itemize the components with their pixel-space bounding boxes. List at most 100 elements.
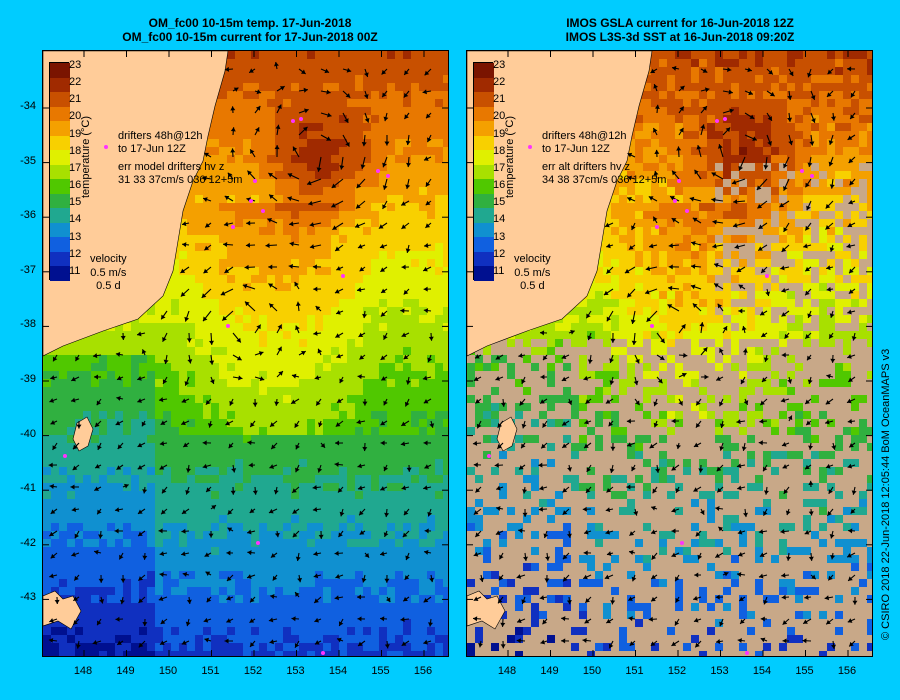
velocity-arrow-head bbox=[401, 264, 406, 270]
velocity-arrow-head bbox=[700, 124, 706, 129]
velocity-arrow-head bbox=[631, 225, 636, 231]
velocity-arrow-head bbox=[357, 616, 362, 622]
latitude-tick-label: -37 bbox=[20, 263, 36, 276]
velocity-arrow-head bbox=[424, 156, 429, 161]
velocity-arrow-head bbox=[587, 335, 593, 341]
velocity-arrow-head bbox=[316, 167, 322, 172]
velocity-arrow-head bbox=[94, 374, 99, 380]
velocity-arrow-head bbox=[760, 310, 765, 316]
velocity-arrow-head bbox=[277, 104, 282, 110]
velocity-arrow-head bbox=[805, 266, 810, 272]
velocity-arrow-head bbox=[429, 577, 435, 583]
velocity-arrow-head bbox=[500, 402, 506, 407]
velocity-arrow-head bbox=[331, 203, 336, 208]
velocity-arrow-head bbox=[586, 313, 591, 319]
velocity-arrow-head bbox=[851, 490, 857, 495]
velocity-arrow-head bbox=[359, 355, 365, 360]
velocity-arrow-head bbox=[609, 358, 614, 363]
longitude-tick-label: 148 bbox=[73, 665, 93, 677]
velocity-arrow-head bbox=[297, 577, 303, 583]
velocity-arrow-head bbox=[181, 509, 187, 514]
velocity-arrow-head bbox=[717, 144, 723, 149]
velocity-arrow-head bbox=[273, 62, 279, 67]
velocity-arrow-head bbox=[426, 113, 431, 119]
velocity-arrow-head bbox=[74, 533, 80, 539]
velocity-arrow-head bbox=[424, 243, 429, 248]
velocity-arrow-head bbox=[336, 266, 341, 271]
velocity-arrow-head bbox=[494, 462, 499, 468]
velocity-arrow-head bbox=[314, 640, 320, 645]
velocity-arrow-head bbox=[312, 264, 317, 270]
velocity-arrow-head bbox=[693, 595, 698, 601]
velocity-arrow-head bbox=[50, 553, 56, 559]
velocity-arrow-head bbox=[71, 507, 77, 513]
velocity-arrow-head bbox=[238, 375, 243, 381]
velocity-arrow-head bbox=[810, 95, 816, 100]
velocity-arrow-head bbox=[562, 510, 568, 515]
velocity-arrow-head bbox=[187, 359, 193, 364]
velocity-arrow-head bbox=[382, 92, 387, 98]
velocity-arrow-head bbox=[315, 306, 321, 311]
velocity-arrow-head bbox=[543, 355, 548, 361]
velocity-arrow-head bbox=[380, 355, 386, 360]
velocity-arrow-head bbox=[314, 617, 320, 623]
velocity-arrow-head bbox=[743, 512, 749, 518]
velocity-arrow-head bbox=[256, 89, 262, 95]
velocity-arrow-head bbox=[402, 532, 408, 538]
velocity-arrow-head bbox=[202, 463, 208, 469]
velocity-arrow-head bbox=[182, 242, 187, 248]
velocity-arrow-head bbox=[226, 550, 231, 556]
velocity-arrow-head bbox=[94, 549, 99, 555]
velocity-arrow-head bbox=[740, 379, 746, 385]
velocity-arrow-head bbox=[114, 528, 119, 534]
velocity-arrow-head bbox=[94, 422, 100, 427]
velocity-arrow-head bbox=[496, 506, 501, 511]
velocity-arrow-head bbox=[653, 422, 659, 428]
velocity-arrow-head bbox=[608, 421, 614, 427]
velocity-arrow-head bbox=[627, 442, 632, 447]
velocity-arrow-head bbox=[782, 620, 788, 625]
velocity-arrow-head bbox=[567, 467, 572, 472]
velocity-arrow-head bbox=[382, 185, 388, 190]
drifter-marker bbox=[673, 199, 677, 203]
velocity-arrow-head bbox=[336, 398, 342, 403]
drifter-marker bbox=[226, 324, 230, 328]
velocity-arrow-head bbox=[49, 484, 54, 489]
velocity-arrow-head bbox=[826, 92, 832, 97]
velocity-arrow-head bbox=[137, 331, 142, 337]
velocity-arrow-head bbox=[765, 291, 771, 296]
right-map-svg bbox=[467, 51, 872, 656]
velocity-arrow-head bbox=[711, 197, 716, 203]
velocity-arrow-head bbox=[606, 618, 612, 624]
velocity-arrow-head bbox=[567, 400, 573, 405]
velocity-arrow-head bbox=[523, 556, 528, 561]
velocity-arrow-head bbox=[186, 599, 192, 604]
velocity-arrow-head bbox=[250, 149, 255, 155]
velocity-arrow-head bbox=[265, 242, 270, 248]
velocity-arrow-head bbox=[542, 422, 547, 428]
velocity-arrow-head bbox=[605, 222, 610, 228]
velocity-arrow-head bbox=[826, 619, 831, 625]
velocity-arrow-head bbox=[249, 618, 255, 623]
velocity-arrow-head bbox=[830, 358, 836, 363]
drifter-marker bbox=[299, 117, 303, 121]
longitude-tick-label: 152 bbox=[243, 665, 263, 677]
velocity-arrow-head bbox=[473, 596, 479, 602]
velocity-arrow-head bbox=[758, 440, 763, 446]
velocity-arrow-head bbox=[848, 528, 853, 534]
drifter-marker bbox=[680, 541, 684, 545]
velocity-arrow-head bbox=[561, 354, 567, 359]
velocity-arrow-head bbox=[783, 163, 788, 169]
velocity-arrow-head bbox=[73, 596, 79, 601]
velocity-arrow-head bbox=[606, 551, 612, 556]
velocity-arrow-head bbox=[403, 596, 408, 602]
velocity-arrow-head bbox=[226, 618, 232, 623]
velocity-arrow-head bbox=[566, 533, 572, 538]
velocity-arrow-head bbox=[670, 195, 675, 201]
longitude-tick-label: 153 bbox=[286, 665, 305, 677]
velocity-arrow-head bbox=[804, 529, 810, 535]
velocity-arrow-head bbox=[691, 263, 696, 269]
left-title-line2: OM_fc00 10-15m current for 17-Jun-2018 0… bbox=[122, 30, 378, 44]
velocity-arrow-head bbox=[747, 67, 752, 73]
velocity-arrow-head bbox=[115, 616, 120, 622]
